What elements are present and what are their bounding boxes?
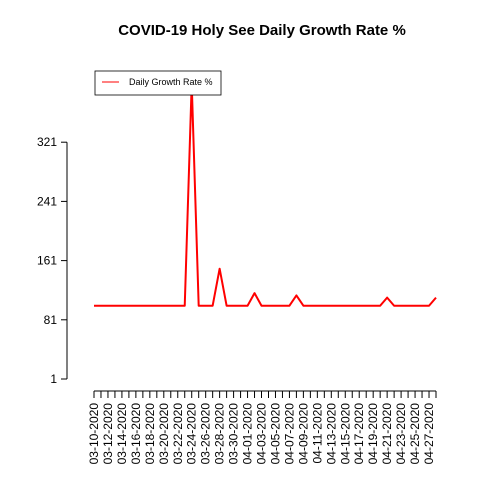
y-tick-label: 81 (44, 313, 58, 327)
x-tick-label: 04-15-2020 (338, 403, 352, 465)
y-tick-label: 161 (37, 254, 57, 268)
y-tick-label: 241 (37, 194, 57, 208)
x-tick-label: 04-01-2020 (241, 403, 255, 465)
x-tick-label: 03-18-2020 (143, 403, 157, 465)
x-tick-label: 03-22-2020 (171, 403, 185, 465)
x-tick-label: 04-25-2020 (408, 403, 422, 465)
x-tick-label: 04-07-2020 (282, 403, 296, 465)
x-tick-label: 04-19-2020 (366, 403, 380, 465)
x-tick-label: 04-17-2020 (352, 403, 366, 465)
x-tick-label: 03-20-2020 (157, 403, 171, 465)
y-tick-label: 321 (37, 135, 57, 149)
x-tick-label: 03-10-2020 (87, 403, 101, 465)
x-tick-label: 03-28-2020 (213, 403, 227, 465)
x-tick-label: 03-30-2020 (227, 403, 241, 465)
x-tick-label: 04-23-2020 (394, 403, 408, 465)
x-tick-label: 04-13-2020 (324, 403, 338, 465)
x-tick-label: 03-16-2020 (129, 403, 143, 465)
series-layer (94, 82, 437, 307)
x-tick-label: 04-09-2020 (296, 403, 310, 465)
legend-box (94, 70, 222, 96)
legend: Daily Growth Rate % (94, 70, 222, 96)
x-tick-label: 03-26-2020 (199, 403, 213, 465)
x-tick-label: 04-11-2020 (310, 403, 324, 464)
x-tick-label: 04-27-2020 (422, 403, 436, 465)
x-tick-label: 04-21-2020 (380, 403, 394, 465)
legend-label: Daily Growth Rate % (129, 77, 213, 87)
y-tick-label: 1 (50, 372, 57, 386)
x-tick-label: 03-12-2020 (101, 403, 115, 465)
x-axis: 03-10-2020 03-12-2020 03-14-2020 03-16-2020… (87, 390, 437, 465)
y-axis: 1 81 161 241 321 (37, 135, 68, 386)
x-tick-label: 04-05-2020 (268, 403, 282, 465)
x-tick-label: 04-03-2020 (255, 403, 269, 465)
chart-title: COVID-19 Holy See Daily Growth Rate % (118, 22, 406, 39)
series-line-daily-growth-rate (94, 82, 437, 307)
x-tick-label: 03-24-2020 (185, 403, 199, 465)
x-tick-label: 03-14-2020 (115, 403, 129, 465)
